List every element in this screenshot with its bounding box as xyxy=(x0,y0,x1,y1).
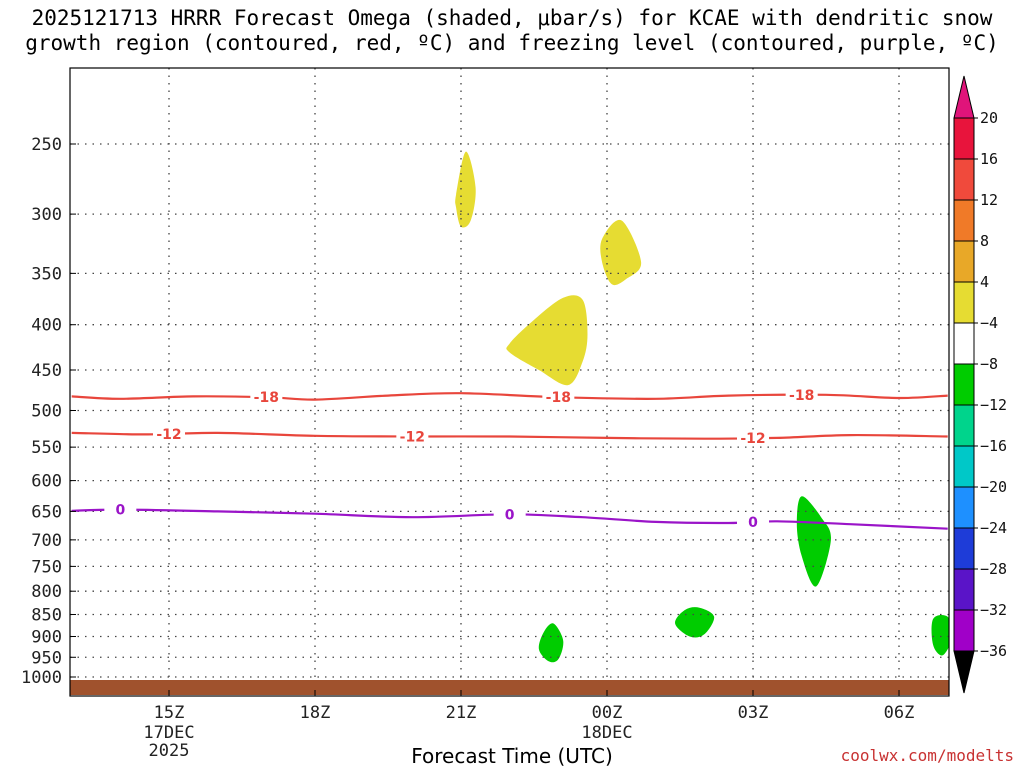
omega-region xyxy=(675,607,715,638)
y-tick-label: 750 xyxy=(31,557,62,577)
colorbar-label: −24 xyxy=(980,519,1007,537)
colorbar-swatch xyxy=(953,568,975,611)
colorbar-label: −28 xyxy=(980,560,1007,578)
freezing-level-contour-label: 0 xyxy=(115,503,125,519)
axis-layer: 2503003504004505005506006507007508008509… xyxy=(21,135,914,761)
plot-background xyxy=(70,68,949,696)
x-tick-sublabel: 17DEC xyxy=(143,723,194,743)
temperature-contour-label: -18 xyxy=(789,388,814,404)
colorbar-swatch xyxy=(953,240,975,283)
y-tick-label: 800 xyxy=(31,582,62,602)
omega-shading-layer xyxy=(114,151,949,670)
colorbar-swatch xyxy=(953,445,975,488)
ground-strip xyxy=(70,680,949,695)
freezing-level-contour xyxy=(71,508,948,530)
omega-region xyxy=(506,295,588,386)
colorbar-swatch xyxy=(953,281,975,324)
temperature-contour-label-bg xyxy=(737,430,769,447)
x-tick-label: 03Z xyxy=(738,703,769,723)
omega-region xyxy=(115,278,194,408)
colorbar-swatch xyxy=(953,363,975,406)
colorbar-swatch xyxy=(953,527,975,570)
temperature-contour-label: -12 xyxy=(156,427,181,443)
chart-title-line-1: 2025121713 HRRR Forecast Omega (shaded, … xyxy=(31,6,993,30)
temperature-contour-label-bg xyxy=(153,425,185,442)
y-tick-label: 400 xyxy=(31,316,62,336)
freezing-level-contour-label: 0 xyxy=(505,507,515,523)
colorbar-label: 20 xyxy=(980,109,998,127)
temperature-contour-label-bg xyxy=(785,387,818,404)
temperature-contour-label-bg xyxy=(250,389,283,406)
colorbar-label: 16 xyxy=(980,150,998,168)
colorbar-label: 12 xyxy=(980,191,998,209)
colorbar-label: −32 xyxy=(980,601,1007,619)
freezing-level-contour-label-bg xyxy=(737,514,769,531)
y-tick-label: 450 xyxy=(31,361,62,381)
colorbar-top-arrow xyxy=(953,75,975,119)
x-axis-label: Forecast Time (UTC) xyxy=(411,744,613,768)
temperature-contour-label: -18 xyxy=(254,390,279,406)
temperature-contour-label: -12 xyxy=(740,431,765,447)
colorbar: 20 16 12 8 4 −4 −8 −12 −16 −20 −24 −28 −32 −36 xyxy=(953,75,1007,694)
colorbar-label: −16 xyxy=(980,437,1007,455)
omega-region xyxy=(538,623,564,663)
omega-region xyxy=(931,614,949,656)
colorbar-swatch xyxy=(953,404,975,447)
temperature-contour-label: -12 xyxy=(400,430,425,446)
y-tick-label: 1000 xyxy=(21,668,62,688)
colorbar-swatch xyxy=(953,117,975,160)
colorbar-label: −20 xyxy=(980,478,1007,496)
temperature-contour-label-bg xyxy=(396,428,429,445)
colorbar-swatch xyxy=(953,322,975,365)
plot-frame xyxy=(69,67,950,697)
omega-region xyxy=(441,377,603,669)
freezing-level-contour-label-bg xyxy=(493,506,526,523)
y-tick-label: 300 xyxy=(31,205,62,225)
credit-text: coolwx.com/modelts xyxy=(840,746,1014,765)
temperature-contour-label-bg xyxy=(542,389,575,406)
x-tick-sublabel: 18DEC xyxy=(581,723,632,743)
colorbar-label: −36 xyxy=(980,642,1007,660)
y-tick-label: 600 xyxy=(31,472,62,492)
y-tick-label: 900 xyxy=(31,627,62,647)
colorbar-swatch xyxy=(953,199,975,242)
temperature-contour xyxy=(71,431,948,440)
omega-region xyxy=(796,496,831,587)
omega-region xyxy=(600,219,642,286)
x-tick-label: 00Z xyxy=(592,703,623,723)
temperature-contour xyxy=(71,392,948,401)
x-tick-label: 15Z xyxy=(154,703,185,723)
colorbar-swatch xyxy=(953,486,975,529)
y-tick-label: 850 xyxy=(31,606,62,626)
temperature-contour-label: -18 xyxy=(546,390,571,406)
colorbar-label: 4 xyxy=(980,273,989,291)
chart-title: 2025121713 HRRR Forecast Omega (shaded, … xyxy=(0,6,1024,56)
y-tick-label: 350 xyxy=(31,264,62,284)
colorbar-label: −8 xyxy=(980,355,998,373)
y-tick-label: 500 xyxy=(31,402,62,422)
x-tick-label: 21Z xyxy=(446,703,477,723)
colorbar-label: −4 xyxy=(980,314,998,332)
y-tick-label: 700 xyxy=(31,531,62,551)
y-tick-label: 950 xyxy=(31,648,62,668)
colorbar-swatch xyxy=(953,158,975,201)
colorbar-swatch xyxy=(953,609,975,652)
chart-title-line-2: growth region (contoured, red, ºC) and f… xyxy=(25,31,999,55)
freezing-level-contour-label: 0 xyxy=(748,515,758,531)
x-tick-label: 06Z xyxy=(884,703,915,723)
y-tick-label: 550 xyxy=(31,438,62,458)
colorbar-bottom-arrow xyxy=(953,650,975,694)
x-tick-label: 18Z xyxy=(300,703,331,723)
x-tick-sublabel: 2025 xyxy=(149,741,190,761)
freezing-level-contour-label-bg xyxy=(104,501,137,518)
contour-layer: -18 -18 -18 -12 -12 -12 0 0 0 xyxy=(71,387,948,531)
colorbar-label: 8 xyxy=(980,232,989,250)
colorbar-label: −12 xyxy=(980,396,1007,414)
y-tick-label: 250 xyxy=(31,135,62,155)
omega-region xyxy=(595,389,744,660)
omega-region xyxy=(455,151,476,228)
y-tick-label: 650 xyxy=(31,502,62,522)
